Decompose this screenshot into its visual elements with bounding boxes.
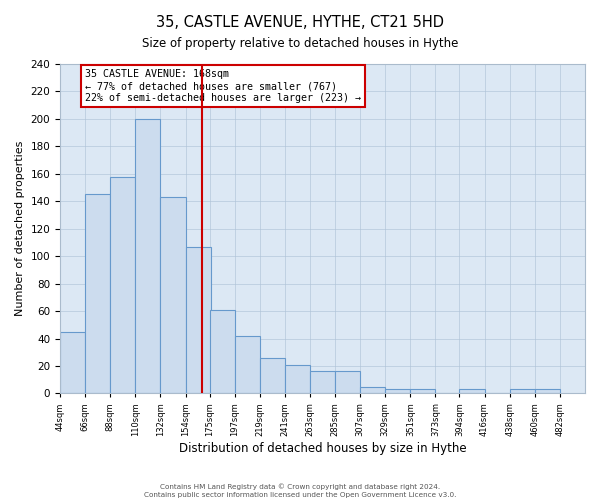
- Bar: [360, 386, 385, 394]
- Text: 35 CASTLE AVENUE: 168sqm
← 77% of detached houses are smaller (767)
22% of semi-: 35 CASTLE AVENUE: 168sqm ← 77% of detach…: [85, 70, 361, 102]
- Bar: [385, 390, 410, 394]
- Y-axis label: Number of detached properties: Number of detached properties: [15, 141, 25, 316]
- Bar: [535, 390, 560, 394]
- Bar: [285, 364, 310, 394]
- Text: Contains HM Land Registry data © Crown copyright and database right 2024.
Contai: Contains HM Land Registry data © Crown c…: [144, 484, 456, 498]
- Bar: [335, 372, 360, 394]
- Bar: [235, 336, 260, 394]
- Text: Size of property relative to detached houses in Hythe: Size of property relative to detached ho…: [142, 38, 458, 51]
- Bar: [460, 390, 485, 394]
- Bar: [185, 246, 211, 394]
- Bar: [410, 390, 436, 394]
- Bar: [110, 176, 136, 394]
- Bar: [509, 390, 535, 394]
- Bar: [136, 119, 160, 394]
- Text: 35, CASTLE AVENUE, HYTHE, CT21 5HD: 35, CASTLE AVENUE, HYTHE, CT21 5HD: [156, 15, 444, 30]
- Bar: [160, 197, 185, 394]
- Bar: [60, 332, 85, 394]
- Bar: [209, 310, 235, 394]
- Bar: [85, 194, 110, 394]
- Bar: [260, 358, 285, 394]
- Bar: [310, 372, 335, 394]
- X-axis label: Distribution of detached houses by size in Hythe: Distribution of detached houses by size …: [179, 442, 466, 455]
